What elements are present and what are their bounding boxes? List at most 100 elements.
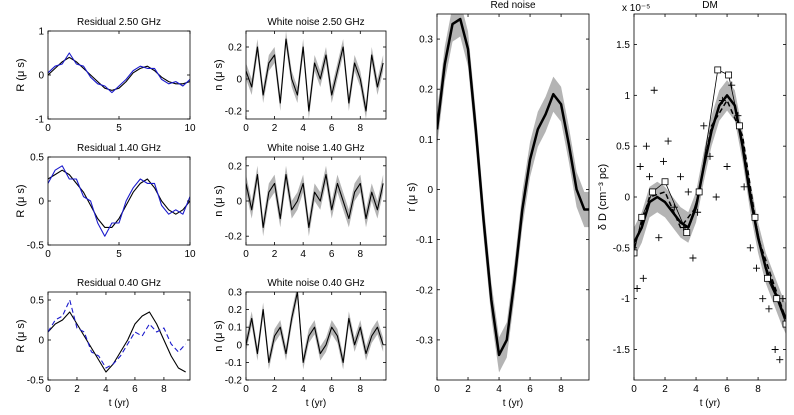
y-tick-label: 0.1 [419, 135, 433, 146]
plot-area-white_2_50 [246, 31, 384, 119]
y-tick-label: -0.5 [27, 376, 45, 387]
plot-area-white_0_40 [246, 292, 384, 370]
data-point-plus [728, 81, 736, 89]
series-line-red-noise [437, 17, 589, 357]
data-point-plus [723, 163, 731, 170]
data-point-plus [646, 173, 654, 181]
chart-dm: 0 2 4 6 8 -1.5 -1 -0.5 0 0.5 1 1.5 DM t (yr) δ D (cm⁻³… [597, 0, 787, 409]
y-tick-label: -0.2 [225, 232, 243, 243]
data-point-square [695, 188, 703, 196]
plot-area-residual_0_40 [48, 299, 187, 373]
y-axis-label: n (μ s) [213, 320, 225, 351]
uncertainty-band [246, 165, 384, 237]
x-tick-label: 10 [184, 249, 196, 260]
chart-white_0_40: 0 2 4 6 8 -0.2 -0.1 0 0.1 0.2 0.3 White noise 0.40 … [213, 278, 387, 409]
data-point-plus [712, 193, 720, 201]
x-tick-label: 6 [132, 384, 138, 395]
data-point-plus [706, 152, 714, 160]
x-tick-label: 0 [631, 384, 637, 395]
data-point-plus [746, 244, 754, 252]
x-tick-label: 6 [724, 384, 730, 395]
y-tick-label: -0.3 [416, 335, 434, 346]
y-axis-label: R (μ s) [15, 319, 27, 352]
y-tick-label: 0.2 [228, 161, 242, 172]
y-tick-label: -0.1 [416, 235, 434, 246]
x-tick-label: 0 [45, 123, 51, 134]
x-tick-label: 8 [161, 384, 167, 395]
x-tick-label: 6 [329, 384, 335, 395]
y-tick-label: -0.2 [416, 285, 434, 296]
y-tick-label: 1 [38, 27, 44, 38]
x-axis-label: t (yr) [503, 398, 524, 409]
y-tick-label: 0 [236, 197, 242, 208]
y-axis-label: n (μ s) [213, 59, 225, 90]
y-tick-label: -0.5 [613, 243, 631, 254]
x-tick-label: 0 [243, 249, 249, 260]
data-point-plus [680, 224, 688, 231]
x-tick-label: 0 [45, 249, 51, 260]
data-point-plus [689, 254, 697, 262]
y-axis-label: n (μ s) [213, 185, 225, 216]
y-tick-label: -0.2 [225, 376, 243, 387]
data-point-square [782, 320, 786, 328]
series-line-observed [48, 52, 190, 94]
data-point-plus [700, 122, 708, 130]
y-tick-label: 0.2 [419, 85, 433, 96]
axes-frame [47, 156, 191, 246]
x-tick-label: 2 [465, 384, 471, 395]
y-tick-label: 0.1 [228, 323, 242, 334]
chart-title: Residual 2.50 GHz [77, 17, 161, 28]
plot-area-residual_2_50 [48, 52, 190, 94]
y-tick-label: 0 [38, 71, 44, 82]
plot-area-white_1_40 [246, 165, 384, 237]
data-point-plus [634, 285, 641, 292]
y-tick-label: 1.5 [616, 40, 630, 51]
series-line-model [48, 311, 186, 373]
data-point-plus [684, 188, 692, 196]
chart-title: White noise 1.40 GHz [267, 143, 364, 154]
data-point-square [725, 71, 733, 79]
data-point-square [714, 66, 722, 74]
chart-title: White noise 0.40 GHz [267, 278, 364, 289]
y-tick-label: 0 [624, 193, 630, 204]
x-tick-label: 8 [755, 384, 761, 395]
data-point-plus [765, 305, 773, 313]
x-tick-label: 0 [45, 384, 51, 395]
x-axis-label: t (yr) [700, 398, 721, 409]
y-tick-label: -0.5 [27, 241, 45, 252]
x-tick-label: 4 [496, 384, 502, 395]
x-tick-label: 10 [184, 123, 196, 134]
series-line-model [48, 56, 190, 91]
plot-area-dm [634, 66, 786, 364]
x-tick-label: 2 [272, 384, 278, 395]
series-line-white-noise [246, 38, 384, 112]
data-point-square [661, 178, 669, 186]
x-axis-label: t (yr) [306, 398, 327, 409]
y-tick-label: 0.3 [419, 35, 433, 46]
y-tick-label: 0.2 [228, 305, 242, 316]
x-tick-label: 2 [74, 384, 80, 395]
y-tick-label: 0 [236, 340, 242, 351]
x-tick-label: 6 [527, 384, 533, 395]
axes-frame [47, 291, 191, 381]
x-tick-label: 8 [558, 384, 564, 395]
data-point-plus [694, 208, 702, 216]
chart-title: White noise 2.50 GHz [267, 17, 364, 28]
chart-title: Residual 1.40 GHz [77, 143, 161, 154]
series-line-white-noise [246, 174, 384, 228]
y-axis-label: R (μ s) [15, 58, 27, 91]
y-axis-label: R (μ s) [15, 184, 27, 217]
axes-frame [47, 30, 191, 120]
data-point-square [763, 274, 771, 282]
x-tick-label: 2 [272, 249, 278, 260]
data-point-plus [639, 274, 647, 282]
chart-title: Residual 0.40 GHz [77, 278, 161, 289]
data-point-plus [734, 112, 742, 120]
data-point-plus [655, 234, 663, 242]
series-line-white-noise [246, 292, 384, 363]
data-point-plus [650, 86, 658, 94]
series-line-dm-dashed [634, 99, 786, 320]
